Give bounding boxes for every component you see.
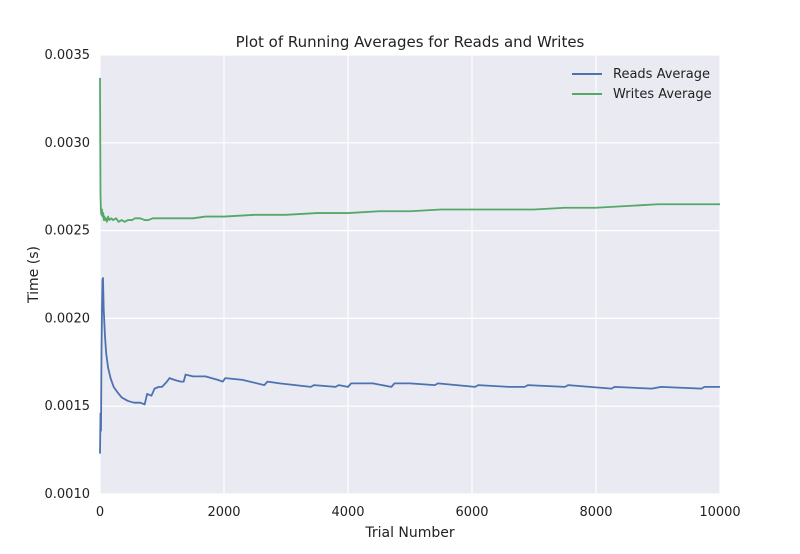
y-tick-label: 0.0030 [45, 136, 91, 151]
grid-lines [99, 54, 721, 495]
y-axis-label: Time (s) [26, 246, 42, 304]
x-tick-label: 6000 [455, 505, 488, 520]
chart-title: Plot of Running Averages for Reads and W… [236, 33, 585, 51]
x-tick-label: 8000 [579, 505, 612, 520]
legend-label: Reads Average [613, 67, 710, 82]
y-tick-label: 0.0015 [45, 399, 91, 414]
x-tick-label: 10000 [699, 505, 740, 520]
x-tick-label: 4000 [331, 505, 364, 520]
x-tick-label: 0 [96, 505, 104, 520]
series-line-reads [99, 277, 720, 454]
series-layer [99, 77, 720, 454]
series-line-writes [99, 77, 720, 223]
plot-area [100, 55, 720, 494]
legend: Reads Average Writes Average [572, 67, 712, 102]
x-tick-label: 2000 [207, 505, 240, 520]
y-tick-label: 0.0035 [45, 48, 91, 63]
y-tick-label: 0.0010 [45, 487, 91, 502]
legend-label: Writes Average [613, 87, 712, 102]
y-tick-label: 0.0025 [45, 224, 91, 239]
y-tick-label: 0.0020 [45, 311, 91, 326]
tick-labels: 0 2000 4000 6000 8000 10000 0.0010 0.0015 0.0020… [45, 48, 741, 520]
x-axis-label: Trial Number [364, 525, 455, 541]
